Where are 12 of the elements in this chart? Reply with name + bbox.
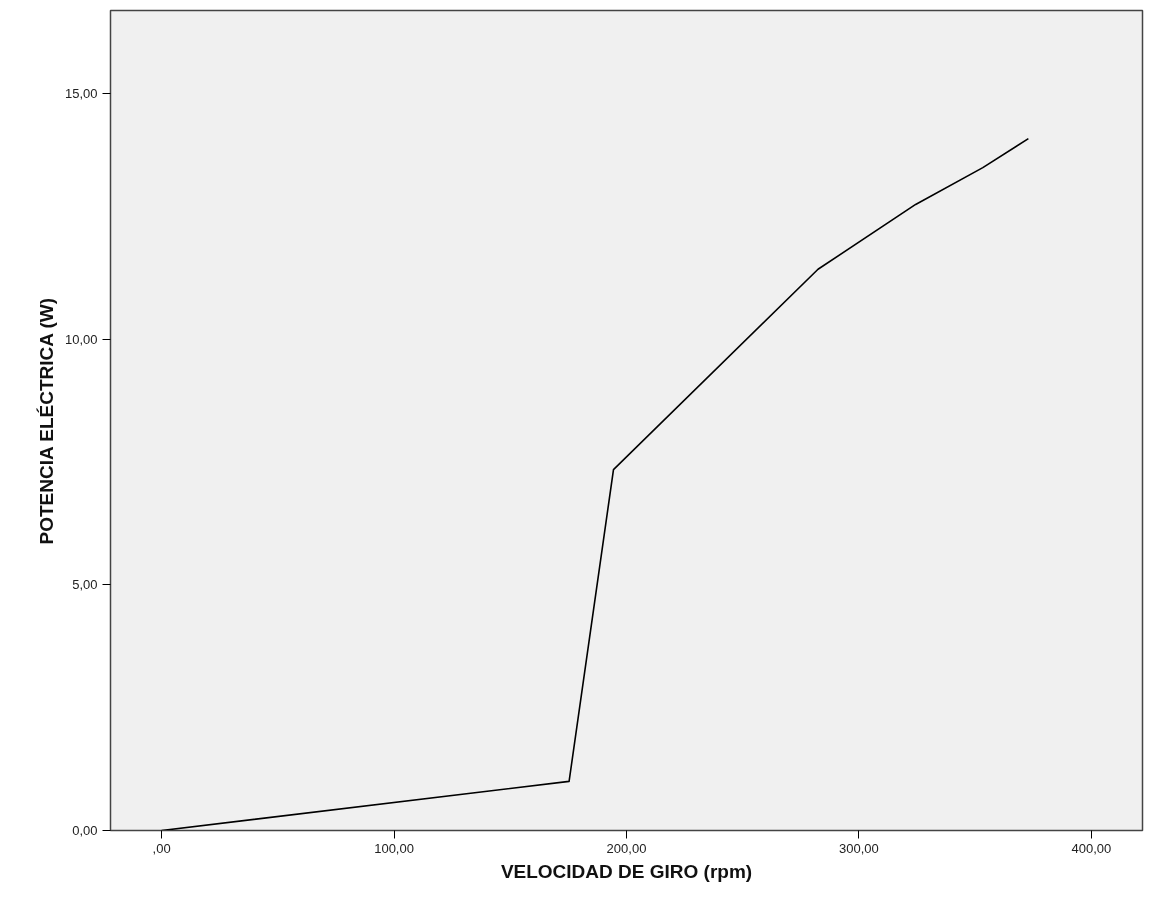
y-tick-label: 0,00 bbox=[72, 823, 98, 838]
x-tick-label: 100,00 bbox=[374, 840, 414, 856]
x-tick-label: ,00 bbox=[152, 840, 171, 856]
y-tick-label: 10,00 bbox=[64, 331, 98, 347]
y-tick-label: 15,00 bbox=[64, 86, 98, 102]
y-tick-label: 5,00 bbox=[72, 577, 98, 593]
x-axis-title: VELOCIDAD DE GIRO (rpm) bbox=[500, 860, 753, 882]
x-tick-label: 200,00 bbox=[606, 840, 647, 856]
x-tick-label: 400,00 bbox=[1071, 840, 1112, 856]
line-series bbox=[160, 137, 1030, 831]
x-tick-label: 300,00 bbox=[839, 840, 879, 856]
y-axis-title: POTENCIA ELÉCTRICA (W) bbox=[35, 297, 57, 545]
